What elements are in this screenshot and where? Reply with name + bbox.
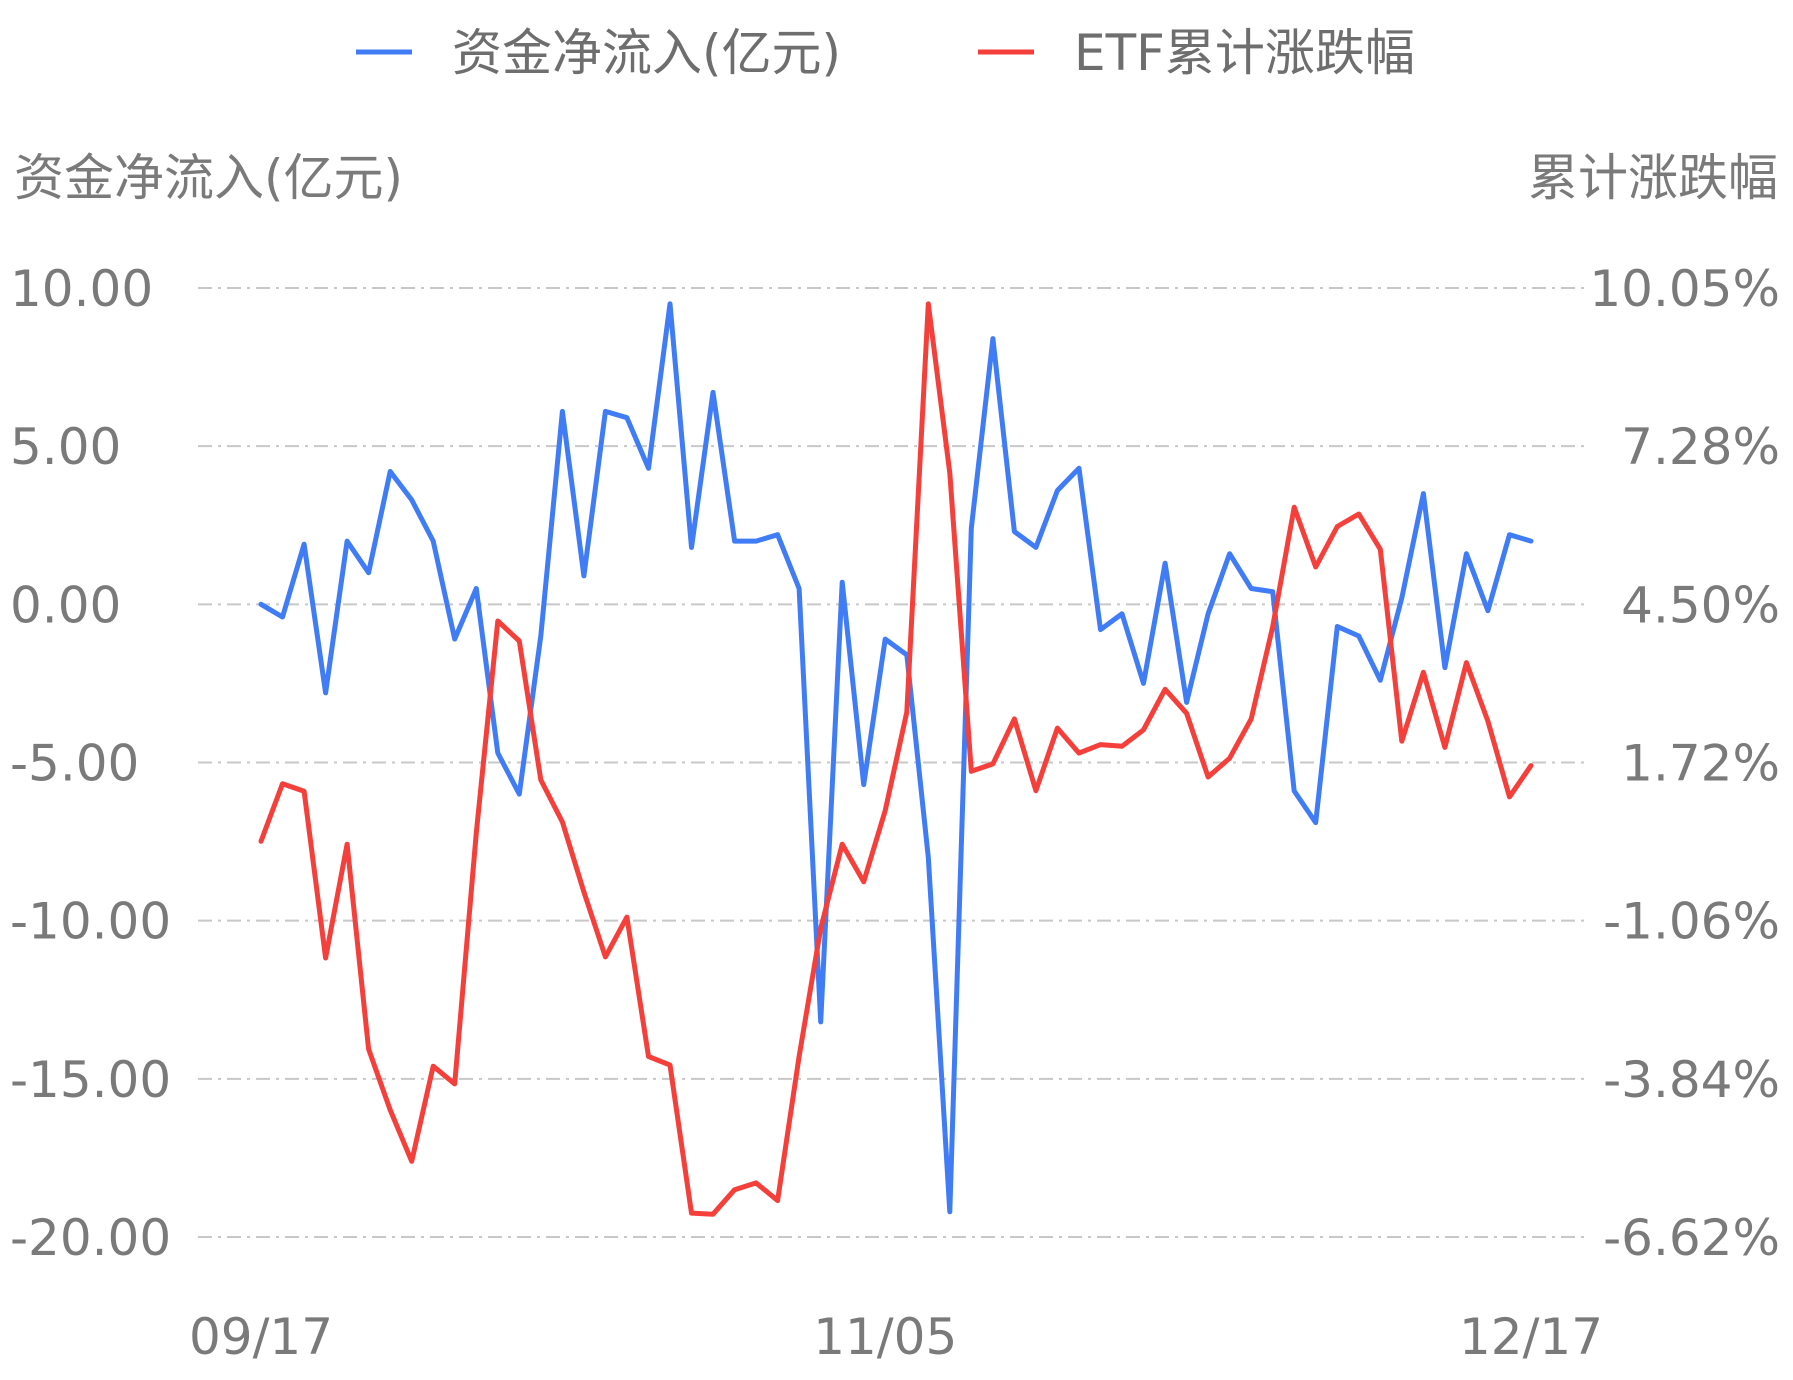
y-left-tick-label: -15.00 xyxy=(10,1051,171,1109)
y-left-tick-label: -20.00 xyxy=(10,1209,171,1267)
y-right-tick-label: 10.05% xyxy=(1589,260,1780,318)
x-tick-label: 09/17 xyxy=(189,1308,333,1366)
series-line-etf-cumulative xyxy=(258,301,1534,1217)
y-right-tick-label: 1.72% xyxy=(1621,735,1780,793)
y-left-tick-labels: 10.00 5.00 0.00 -5.00 -10.00 -15.00 -20.00 xyxy=(10,260,171,1267)
y-right-tick-label: -3.84% xyxy=(1603,1051,1780,1109)
y-right-tick-label: -1.06% xyxy=(1603,893,1780,951)
y-right-axis-title: 累计涨跌幅 xyxy=(1528,149,1778,207)
y-right-tick-label: -6.62% xyxy=(1603,1209,1780,1267)
y-right-tick-label: 7.28% xyxy=(1621,418,1780,476)
x-tick-label: 11/05 xyxy=(813,1308,957,1366)
x-tick-labels: 09/17 11/05 12/17 xyxy=(189,1308,1603,1366)
y-left-tick-label: 0.00 xyxy=(10,576,121,634)
y-left-tick-label: 10.00 xyxy=(10,260,153,318)
legend-label-etf-cumulative: ETF累计涨跌幅 xyxy=(1074,24,1415,82)
x-tick-label: 12/17 xyxy=(1459,1308,1603,1366)
series-line-net-inflow xyxy=(258,301,1534,1215)
y-left-tick-label: -10.00 xyxy=(10,893,171,951)
series-lines xyxy=(258,301,1534,1217)
y-left-tick-label: 5.00 xyxy=(10,418,121,476)
y-left-axis-title: 资金净流入(亿元) xyxy=(14,149,403,207)
grid-lines xyxy=(198,287,1588,1238)
legend: 资金净流入(亿元) ETF累计涨跌幅 xyxy=(356,24,1415,82)
y-right-tick-label: 4.50% xyxy=(1621,576,1780,634)
y-left-tick-label: -5.00 xyxy=(10,735,139,793)
y-right-tick-labels: 10.05% 7.28% 4.50% 1.72% -1.06% -3.84% -6.62% xyxy=(1589,260,1780,1267)
legend-label-net-inflow: 资金净流入(亿元) xyxy=(452,24,841,82)
